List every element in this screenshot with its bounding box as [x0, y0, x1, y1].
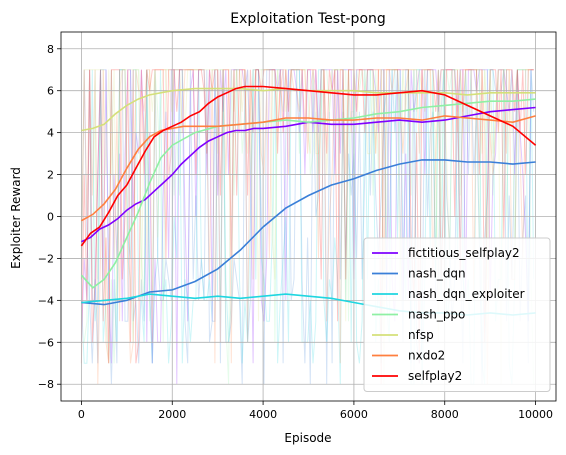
x-tick-label: 4000	[249, 408, 277, 421]
y-tick-label: 6	[47, 85, 54, 98]
series-line-selfplay2	[80, 85, 537, 247]
y-tick-label: 4	[47, 127, 54, 140]
legend: fictitious_selfplay2 nash_dqn nash_dqn_exp…	[363, 237, 551, 392]
y-tick-label: −2	[38, 252, 54, 265]
x-tick-label: 8000	[431, 408, 459, 421]
legend-label-selfplay2: selfplay2	[408, 369, 462, 383]
x-tick-label: 2000	[158, 408, 186, 421]
legend-label-nash_dqn_exploiter: nash_dqn_exploiter	[408, 287, 525, 301]
raw-trace-selfplay2	[80, 69, 534, 385]
raw-trace-fictitious_selfplay2	[80, 69, 534, 385]
series-line-fictitious_selfplay2	[81, 106, 536, 243]
y-tick-label: −4	[38, 294, 54, 307]
y-tick-label: −8	[38, 378, 54, 391]
legend-box	[363, 237, 551, 392]
raw-trace-nash_dqn	[80, 69, 535, 385]
x-tick-label: 6000	[340, 408, 368, 421]
y-tick-label: 8	[47, 43, 54, 56]
legend-label-nash_ppo: nash_ppo	[408, 308, 465, 322]
series-line-nxdo2	[81, 115, 536, 222]
x-tick-label: 0	[78, 408, 85, 421]
x-axis-label: Episode	[284, 431, 331, 445]
legend-label-nxdo2: nxdo2	[408, 349, 445, 363]
y-tick-label: −6	[38, 336, 54, 349]
legend-label-nash_dqn: nash_dqn	[408, 267, 466, 281]
chart-title: Exploitation Test-pong	[230, 11, 386, 27]
series-line-nash_dqn	[81, 159, 536, 306]
raw-trace-nash_ppo	[81, 69, 535, 385]
y-axis-label: Exploiter Reward	[9, 167, 23, 269]
legend-label-nfsp: nfsp	[408, 328, 434, 342]
raw-trace-nxdo2	[80, 69, 534, 385]
y-tick-label: 2	[47, 169, 54, 182]
series-line-nfsp	[81, 87, 536, 132]
legend-label-fictitious_selfplay2: fictitious_selfplay2	[408, 246, 520, 260]
x-tick-label: 10000	[518, 408, 553, 421]
y-tick-label: 0	[47, 211, 54, 224]
